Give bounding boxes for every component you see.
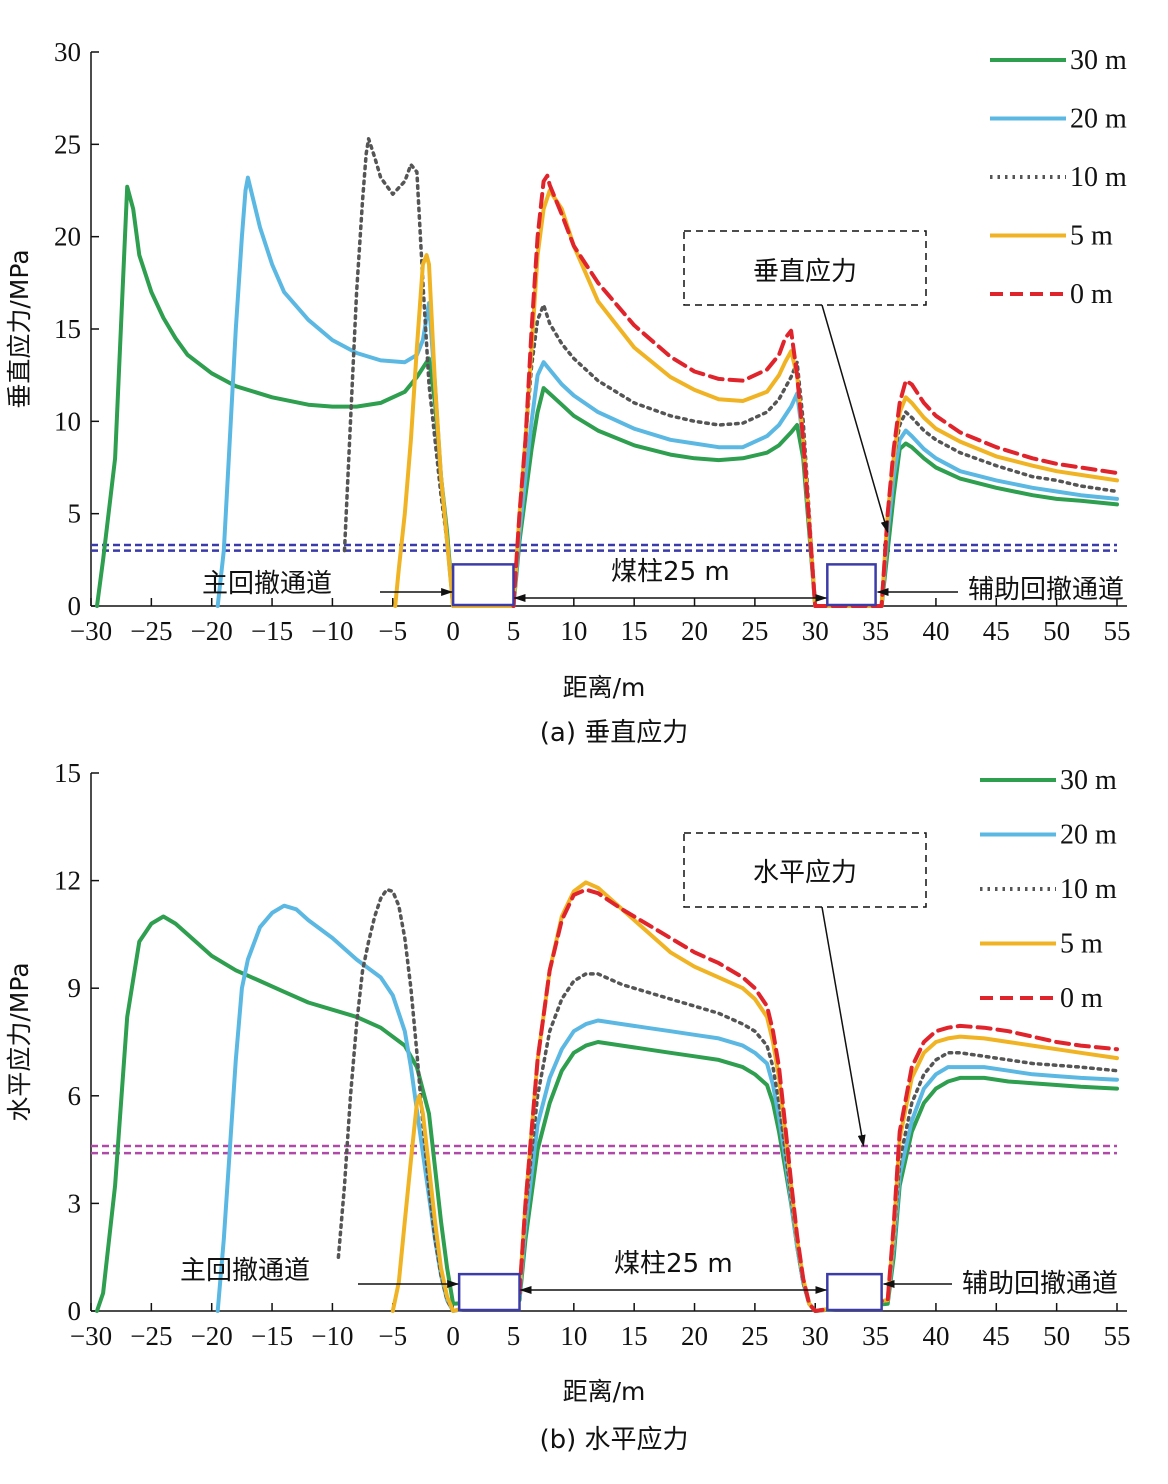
x-tick-label: −10: [311, 1321, 353, 1351]
x-tick-label: 20: [681, 616, 708, 646]
label-box: [683, 230, 927, 306]
x-tick-label: −25: [130, 1321, 172, 1351]
y-tick-label: 15: [54, 314, 81, 344]
x-axis-label: 距离/m: [563, 673, 646, 702]
x-tick-label: −20: [191, 1321, 233, 1351]
y-tick-label: 30: [54, 37, 81, 67]
series-line-20m: [215, 903, 1119, 1313]
x-tick-label: 45: [983, 616, 1010, 646]
y-tick-label: 10: [54, 406, 81, 436]
main-roadway-label: 主回撤通道: [180, 1256, 310, 1286]
y-axis-label: 垂直应力/MPa: [5, 249, 34, 408]
label-box-arrow: [821, 906, 866, 1147]
aux-roadway-box: [826, 1272, 883, 1312]
main-roadway-box: [457, 1272, 521, 1312]
legend-label-10m: 10 m: [1060, 874, 1117, 905]
aux-roadway-label: 辅助回撤通道: [962, 1269, 1118, 1299]
y-tick-label: 9: [68, 973, 82, 1003]
x-tick-label: −15: [251, 1321, 293, 1351]
x-tick-label: 0: [446, 1321, 460, 1351]
series-line-0m: [517, 887, 1119, 1313]
series-line-30m: [95, 914, 1119, 1313]
x-tick-label: −30: [70, 616, 112, 646]
x-tick-label: 35: [862, 1321, 889, 1351]
x-tick-label: 10: [560, 1321, 587, 1351]
pillar-label: 煤柱25 m: [611, 557, 730, 587]
legend-label-30m: 30 m: [1060, 765, 1117, 796]
y-tick-label: 0: [68, 591, 82, 621]
legend-label-10m: 10 m: [1070, 162, 1127, 193]
x-tick-label: −25: [130, 616, 172, 646]
y-tick-label: 20: [54, 222, 81, 252]
x-tick-label: 15: [621, 616, 648, 646]
x-tick-label: −15: [251, 616, 293, 646]
y-tick-label: 5: [68, 499, 82, 529]
x-tick-label: 50: [1043, 1321, 1070, 1351]
chart-panel-b: 0 3 6 9 12 15 −30 −25 −20 −15 −10 −5 0 5 10 15 20 25 30 35 4…: [5, 758, 1131, 1455]
aux-roadway-box: [826, 563, 877, 607]
main-roadway-label: 主回撤通道: [202, 569, 332, 599]
x-tick-label: 55: [1104, 616, 1131, 646]
legend-label-30m: 30 m: [1070, 45, 1127, 76]
y-tick-label: 0: [68, 1296, 82, 1326]
x-tick-label: 15: [621, 1321, 648, 1351]
legend-label-0m: 0 m: [1070, 279, 1113, 310]
pillar-label: 煤柱25 m: [614, 1249, 733, 1279]
x-tick-label: 40: [922, 1321, 949, 1351]
x-axis-label: 距离/m: [563, 1377, 646, 1406]
x-tick-label: 50: [1043, 616, 1070, 646]
x-tick-label: 40: [922, 616, 949, 646]
chart-caption: (b) 水平应力: [539, 1425, 688, 1455]
x-tick-label: 25: [741, 616, 768, 646]
series-line-5m: [390, 880, 1119, 1313]
legend-label-20m: 20 m: [1060, 820, 1117, 851]
series-line-30m: [95, 184, 1119, 608]
x-tick-label: −20: [191, 616, 233, 646]
label-box: [683, 832, 927, 908]
aux-roadway-label: 辅助回撤通道: [968, 575, 1124, 605]
y-tick-label: 15: [54, 758, 81, 788]
series-line-20m: [215, 175, 1119, 608]
x-tick-label: 35: [862, 616, 889, 646]
x-tick-label: 45: [983, 1321, 1010, 1351]
x-tick-label: −5: [378, 1321, 407, 1351]
series-line-10m: [336, 887, 1119, 1313]
x-tick-label: 30: [802, 616, 829, 646]
y-axis-label: 水平应力/MPa: [5, 962, 34, 1121]
legend-label-0m: 0 m: [1060, 983, 1103, 1014]
x-tick-label: 25: [741, 1321, 768, 1351]
y-tick-label: 3: [68, 1188, 82, 1218]
label-box-text: 水平应力: [753, 858, 857, 888]
main-roadway-box: [451, 563, 515, 607]
legend-label-20m: 20 m: [1070, 104, 1127, 135]
legend-label-5m: 5 m: [1060, 929, 1103, 960]
y-tick-label: 6: [68, 1081, 82, 1111]
x-tick-label: −10: [311, 616, 353, 646]
series-line-5m: [393, 188, 1119, 608]
chart-panel-a: 0 5 10 15 20 25 30 −30 −25 −20 −15 −10 −5 0 5 10 15 20 25 3…: [5, 37, 1131, 748]
x-tick-label: −5: [378, 616, 407, 646]
x-tick-label: 55: [1104, 1321, 1131, 1351]
x-tick-label: 5: [507, 1321, 521, 1351]
y-tick-label: 12: [54, 866, 81, 896]
series-line-10m: [342, 137, 1119, 608]
x-tick-label: 20: [681, 1321, 708, 1351]
x-tick-label: 10: [560, 616, 587, 646]
legend-label-5m: 5 m: [1070, 221, 1113, 252]
x-tick-label: −30: [70, 1321, 112, 1351]
x-tick-label: 5: [507, 616, 521, 646]
label-box-text: 垂直应力: [753, 257, 857, 287]
x-tick-label: 30: [802, 1321, 829, 1351]
series-line-0m: [511, 173, 1119, 608]
y-tick-label: 25: [54, 129, 81, 159]
chart-caption: (a) 垂直应力: [540, 718, 689, 748]
x-tick-label: 0: [446, 616, 460, 646]
label-box-arrow: [821, 304, 889, 534]
